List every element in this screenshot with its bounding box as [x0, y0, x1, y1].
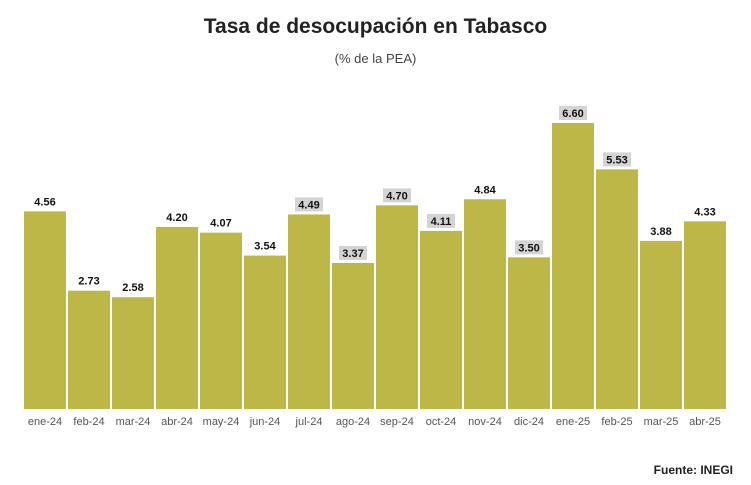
- data-label-bg: [339, 245, 367, 260]
- bar-may-24: [200, 232, 242, 409]
- x-tick-label: mar-25: [644, 416, 679, 428]
- data-label: 3.88: [650, 226, 671, 238]
- data-label: 4.20: [166, 212, 187, 224]
- data-label-bg: [603, 152, 631, 167]
- bar-abr-25: [684, 221, 726, 409]
- bar-dic-24: [508, 257, 550, 409]
- chart-subtitle: (% de la PEA): [334, 51, 417, 66]
- bar-jun-24: [244, 255, 286, 409]
- data-label: 3.50: [518, 242, 539, 254]
- x-tick-label: may-24: [203, 416, 240, 428]
- bar-feb-24: [68, 290, 110, 409]
- bar-sep-24: [376, 205, 418, 409]
- data-label: 3.54: [254, 241, 276, 253]
- data-label-bg: [515, 240, 543, 255]
- x-tick-label: abr-25: [689, 416, 721, 428]
- bar-jul-24: [288, 214, 330, 409]
- x-tick-label: nov-24: [468, 416, 502, 428]
- x-tick-label: jul-24: [295, 416, 323, 428]
- x-tick-label: dic-24: [514, 416, 544, 428]
- data-label-bg: [559, 106, 587, 120]
- x-tick-label: mar-24: [116, 416, 151, 428]
- data-label: 2.58: [122, 282, 143, 294]
- data-label: 4.11: [431, 216, 452, 228]
- bar-ene-24: [24, 211, 66, 409]
- bar-feb-25: [596, 169, 638, 409]
- data-label: 5.53: [606, 154, 627, 166]
- data-label: 4.07: [210, 218, 231, 230]
- x-tick-label: abr-24: [161, 416, 193, 428]
- data-label: 2.73: [78, 276, 99, 288]
- bar-ene-25: [552, 123, 594, 409]
- bar-oct-24: [420, 230, 462, 409]
- bar-abr-24: [156, 227, 198, 409]
- bar-ago-24: [332, 262, 374, 409]
- chart-title: Tasa de desocupación en Tabasco: [203, 15, 548, 38]
- bar-nov-24: [464, 199, 506, 409]
- bar-mar-25: [640, 240, 682, 409]
- x-tick-label: ene-24: [28, 416, 62, 428]
- bar-mar-24: [112, 297, 154, 409]
- x-tick-label: ago-24: [336, 416, 370, 428]
- data-label-bg: [427, 213, 455, 228]
- x-tick-label: sep-24: [380, 416, 414, 428]
- data-label: 4.56: [34, 196, 55, 208]
- x-tick-label: oct-24: [426, 416, 457, 428]
- source-note: Fuente: INEGI: [653, 463, 733, 477]
- data-label-bg: [383, 188, 411, 203]
- x-tick-label: jun-24: [249, 416, 281, 428]
- data-label: 3.37: [342, 248, 363, 260]
- data-label: 4.84: [474, 184, 496, 196]
- data-label: 4.70: [386, 190, 407, 202]
- data-label: 4.33: [694, 206, 715, 218]
- data-label: 6.60: [562, 108, 583, 120]
- x-tick-label: feb-25: [601, 416, 632, 428]
- data-label: 4.49: [298, 199, 319, 211]
- x-tick-label: ene-25: [556, 416, 590, 428]
- data-label-bg: [295, 197, 323, 212]
- x-tick-label: feb-24: [73, 416, 104, 428]
